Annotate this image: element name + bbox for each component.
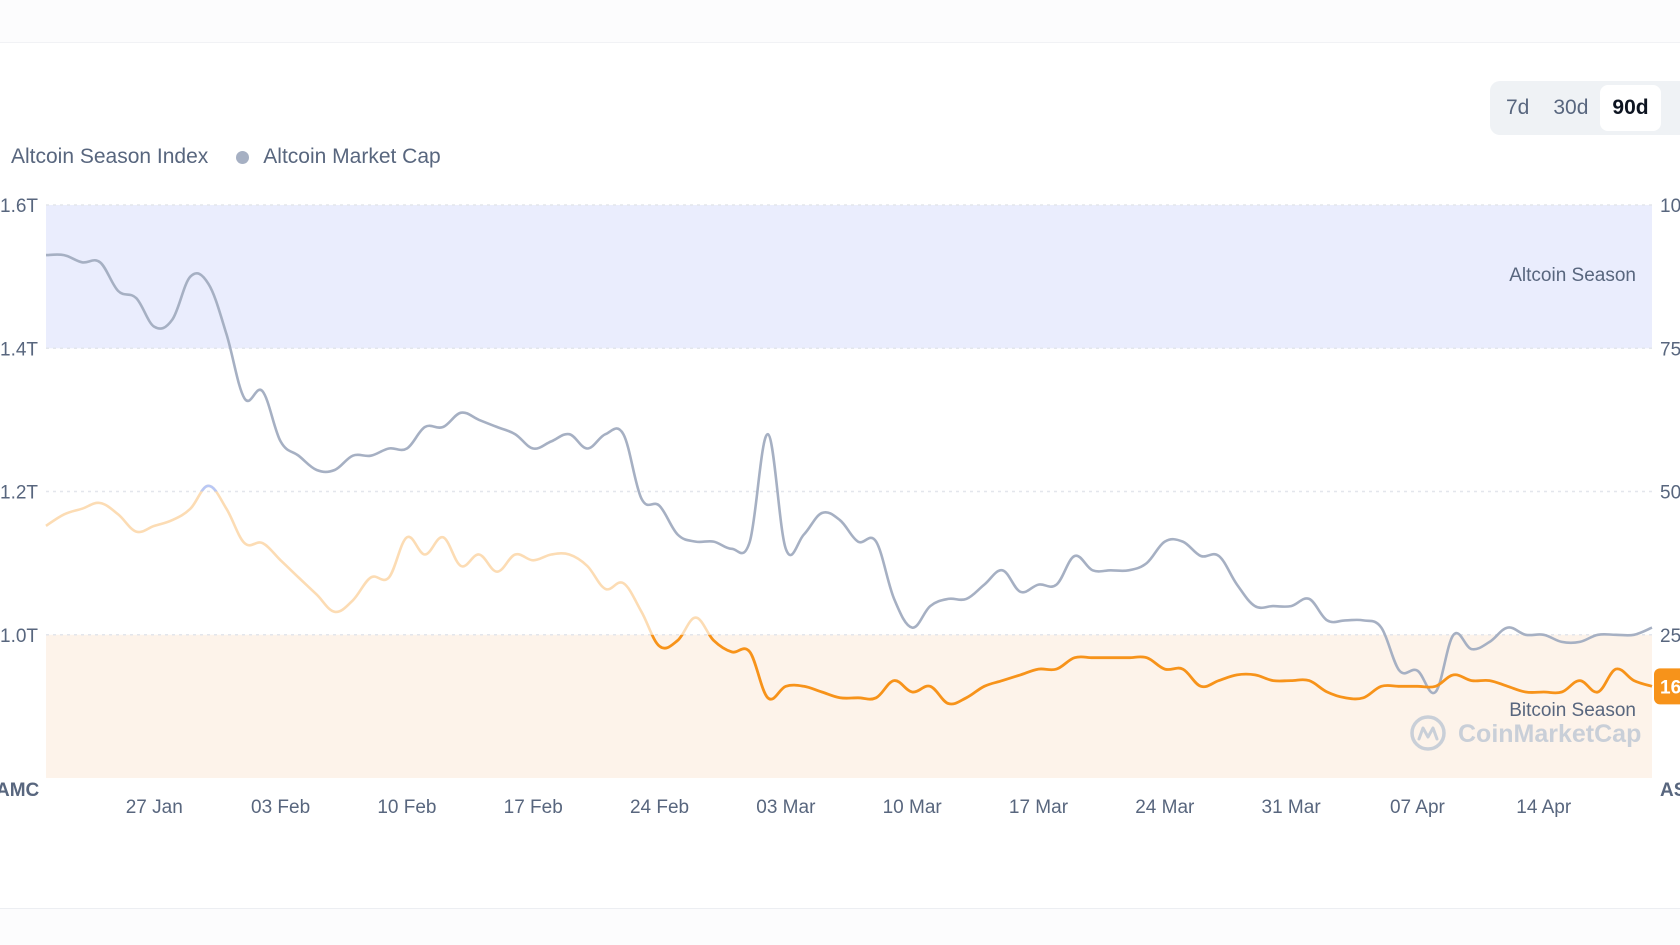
- range-tab-90d[interactable]: 90d: [1600, 85, 1661, 131]
- current-value-badge: [1654, 668, 1680, 705]
- legend-item-market-cap[interactable]: Altcoin Market Cap: [236, 145, 441, 169]
- range-tab-7d[interactable]: 7d: [1506, 96, 1530, 119]
- altcoin-season-band: [46, 205, 1652, 349]
- y-tick-right: 100: [1660, 196, 1680, 217]
- y-tick-right: 25: [1660, 626, 1680, 647]
- series-line-season-index-neutral: [45, 484, 711, 635]
- top-divider-strip: [0, 0, 1680, 43]
- y-tick-right: 75: [1660, 339, 1680, 360]
- y-tick-left: 1.4T: [0, 339, 38, 360]
- y-tick-left: 1.0T: [0, 626, 38, 647]
- bitcoin-season-label: Bitcoin Season: [1509, 700, 1636, 721]
- coinmarketcap-logo-watermark: [1410, 715, 1446, 751]
- y-tick-left: 1.2T: [0, 483, 38, 504]
- y-tick-left: 1.6T: [0, 196, 38, 217]
- x-tick-label: 10 Feb: [377, 797, 436, 818]
- legend-label-market-cap: Altcoin Market Cap: [263, 145, 441, 168]
- altcoin-season-label: Altcoin Season: [1509, 265, 1636, 286]
- x-tick-label: 10 Mar: [883, 797, 943, 818]
- x-tick-label: 24 Mar: [1135, 797, 1195, 818]
- range-tab-30d[interactable]: 30d: [1553, 96, 1589, 119]
- right-axis-title: AS: [1660, 780, 1680, 801]
- x-tick-label: 27 Jan: [126, 797, 183, 818]
- left-axis-title: AMC: [0, 780, 40, 801]
- time-range-selector: 7d 30d 90d: [1490, 81, 1680, 135]
- x-tick-label: 03 Mar: [756, 797, 816, 818]
- watermark-text: CoinMarketCap: [1458, 720, 1641, 748]
- legend-item-season-index[interactable]: Altcoin Season Index: [0, 145, 208, 169]
- watermark-logo-mark: [1417, 726, 1439, 741]
- current-value-text: 16: [1660, 677, 1680, 698]
- x-tick-label: 17 Mar: [1009, 797, 1069, 818]
- x-tick-label: 14 Apr: [1516, 797, 1572, 818]
- legend-label-season-index: Altcoin Season Index: [11, 145, 209, 168]
- x-tick-label: 07 Apr: [1390, 797, 1446, 818]
- bottom-divider-strip: [0, 908, 1680, 945]
- watermark-logo-icon: [1410, 715, 1446, 751]
- bitcoin-season-band: [46, 634, 1652, 778]
- chart-legend: Altcoin Season Index Altcoin Market Cap: [0, 145, 469, 169]
- x-tick-label: 17 Feb: [504, 797, 563, 818]
- x-tick-label: 24 Feb: [630, 797, 689, 818]
- y-tick-right: 50: [1660, 483, 1680, 504]
- x-tick-label: 31 Mar: [1262, 797, 1322, 818]
- series-line-season-index: [650, 634, 1653, 706]
- legend-dot-market-cap: [236, 150, 250, 164]
- x-tick-label: 03 Feb: [251, 797, 310, 818]
- series-line-market-cap: [45, 253, 1653, 695]
